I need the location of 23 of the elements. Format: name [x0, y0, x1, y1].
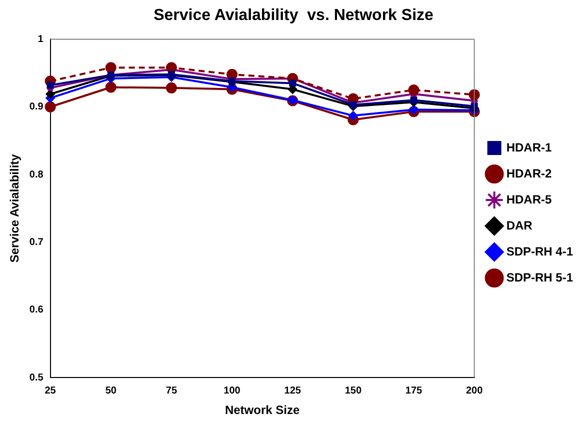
- y-tick-label: 0.7: [29, 236, 44, 248]
- legend-label: SDP-RH 5-1: [506, 270, 574, 284]
- legend-label: HDAR-5: [506, 192, 552, 206]
- legend-label: HDAR-2: [506, 166, 552, 180]
- x-tick-label: 200: [466, 385, 484, 396]
- chart-title: Service Avialability vs. Network Size: [154, 7, 434, 24]
- x-axis-title: Network Size: [224, 403, 300, 418]
- y-tick-label: 0.5: [29, 372, 44, 384]
- legend-label: DAR: [506, 218, 533, 232]
- legend-label: HDAR-1: [506, 140, 552, 154]
- y-tick-label: 0.9: [29, 102, 44, 113]
- y-tick-label: 0.6: [29, 304, 44, 316]
- x-tick-label: 100: [224, 385, 241, 396]
- x-tick-label: 175: [405, 385, 423, 396]
- legend-label: SDP-RH 4-1: [506, 244, 574, 258]
- y-tick-label: 0.8: [29, 169, 44, 180]
- x-tick-label: 50: [105, 385, 117, 396]
- x-tick-label: 25: [44, 385, 56, 396]
- x-tick-label: 125: [284, 385, 302, 396]
- x-tick-label: 150: [344, 385, 362, 396]
- y-tick-label: 1: [38, 34, 44, 45]
- x-tick-label: 75: [166, 385, 178, 396]
- y-axis-title: Service Avialability: [8, 154, 22, 263]
